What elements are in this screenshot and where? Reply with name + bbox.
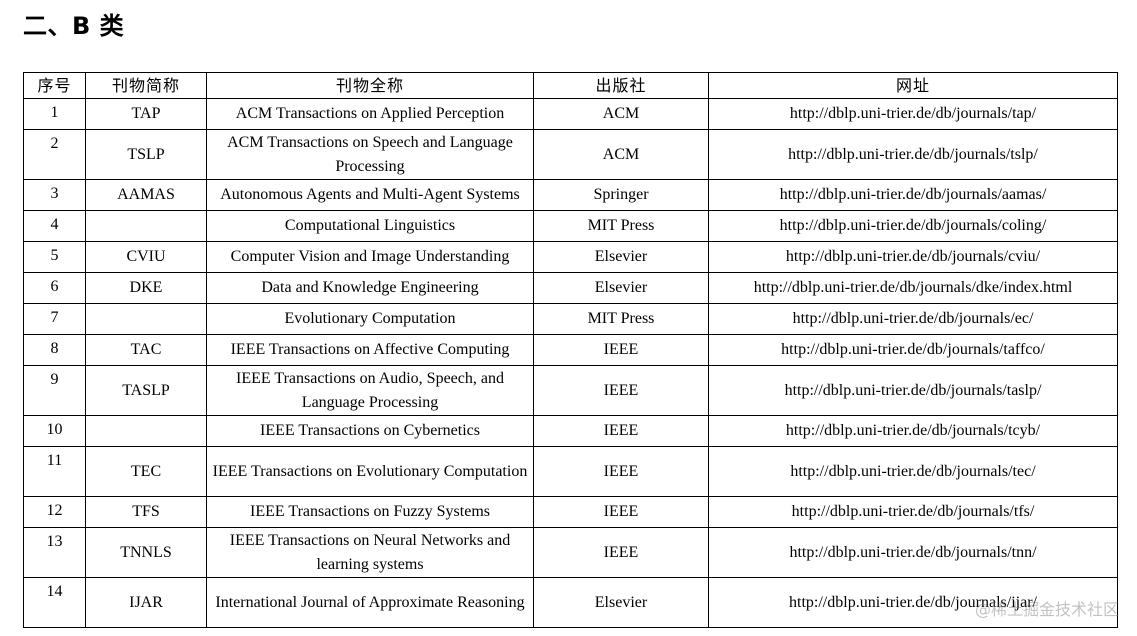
row-full-name: IEEE Transactions on Audio, Speech, and … xyxy=(206,365,534,416)
header-url: 网址 xyxy=(708,72,1118,99)
row-url: http://dblp.uni-trier.de/db/journals/cvi… xyxy=(708,241,1118,273)
row-url: http://dblp.uni-trier.de/db/journals/aam… xyxy=(708,179,1118,211)
journal-table: 序号 刊物简称 刊物全称 出版社 网址 1 TAP ACM Transactions… xyxy=(23,72,1118,628)
row-publisher: MIT Press xyxy=(533,303,709,335)
row-url: http://dblp.uni-trier.de/db/journals/ija… xyxy=(708,577,1118,628)
row-index: 12 xyxy=(23,496,86,528)
header-abbreviation: 刊物简称 xyxy=(85,72,207,99)
table-row: 9 TASLP IEEE Transactions on Audio, Speech… xyxy=(23,365,1118,416)
section-heading: 二、B 类 xyxy=(23,12,125,40)
header-publisher: 出版社 xyxy=(533,72,709,99)
row-index: 2 xyxy=(23,129,86,180)
row-url: http://dblp.uni-trier.de/db/journals/tfs… xyxy=(708,496,1118,528)
row-full-name: IEEE Transactions on Cybernetics xyxy=(206,415,534,447)
row-index: 5 xyxy=(23,241,86,273)
row-abbreviation xyxy=(85,210,207,242)
watermark: @稀土掘金技术社区 xyxy=(974,600,1119,619)
row-abbreviation xyxy=(85,303,207,335)
row-abbreviation: DKE xyxy=(85,272,207,304)
row-publisher: IEEE xyxy=(533,527,709,578)
row-full-name: ACM Transactions on Speech and Language … xyxy=(206,129,534,180)
row-abbreviation: AAMAS xyxy=(85,179,207,211)
row-url: http://dblp.uni-trier.de/db/journals/dke… xyxy=(708,272,1118,304)
row-url: http://dblp.uni-trier.de/db/journals/tec… xyxy=(708,446,1118,497)
row-index: 3 xyxy=(23,179,86,211)
row-full-name: Evolutionary Computation xyxy=(206,303,534,335)
table-row: 3 AAMAS Autonomous Agents and Multi-Agent … xyxy=(23,179,1118,211)
row-url: http://dblp.uni-trier.de/db/journals/tas… xyxy=(708,365,1118,416)
row-full-name: IEEE Transactions on Neural Networks and… xyxy=(206,527,534,578)
row-full-name: International Journal of Approximate Rea… xyxy=(206,577,534,628)
row-index: 11 xyxy=(23,446,86,497)
table-row: 14 IJAR International Journal of Approxima… xyxy=(23,577,1118,628)
table-row: 10 IEEE Transactions on Cybernetics IEEE ht… xyxy=(23,415,1118,447)
row-index: 1 xyxy=(23,98,86,130)
row-publisher: IEEE xyxy=(533,446,709,497)
row-index: 10 xyxy=(23,415,86,447)
row-index: 14 xyxy=(23,577,86,628)
row-publisher: Elsevier xyxy=(533,577,709,628)
table-row: 13 TNNLS IEEE Transactions on Neural Netwo… xyxy=(23,527,1118,578)
table-row: 6 DKE Data and Knowledge Engineering Elsevi… xyxy=(23,272,1118,304)
row-url: http://dblp.uni-trier.de/db/journals/tcy… xyxy=(708,415,1118,447)
row-url: http://dblp.uni-trier.de/db/journals/ec/ xyxy=(708,303,1118,335)
row-index: 13 xyxy=(23,527,86,578)
row-url: http://dblp.uni-trier.de/db/journals/col… xyxy=(708,210,1118,242)
header-full-name: 刊物全称 xyxy=(206,72,534,99)
row-publisher: ACM xyxy=(533,129,709,180)
row-index: 6 xyxy=(23,272,86,304)
row-publisher: IEEE xyxy=(533,496,709,528)
table-row: 2 TSLP ACM Transactions on Speech and Lang… xyxy=(23,129,1118,180)
row-url: http://dblp.uni-trier.de/db/journals/tsl… xyxy=(708,129,1118,180)
row-publisher: MIT Press xyxy=(533,210,709,242)
row-abbreviation: TAP xyxy=(85,98,207,130)
row-abbreviation: IJAR xyxy=(85,577,207,628)
table-row: 8 TAC IEEE Transactions on Affective Compu… xyxy=(23,334,1118,366)
row-publisher: IEEE xyxy=(533,365,709,416)
row-publisher: IEEE xyxy=(533,334,709,366)
row-publisher: Springer xyxy=(533,179,709,211)
row-full-name: IEEE Transactions on Evolutionary Comput… xyxy=(206,446,534,497)
row-index: 7 xyxy=(23,303,86,335)
row-url: http://dblp.uni-trier.de/db/journals/tap… xyxy=(708,98,1118,130)
table-row: 5 CVIU Computer Vision and Image Understan… xyxy=(23,241,1118,273)
row-url: http://dblp.uni-trier.de/db/journals/tnn… xyxy=(708,527,1118,578)
row-abbreviation: TSLP xyxy=(85,129,207,180)
row-abbreviation: TFS xyxy=(85,496,207,528)
row-full-name: IEEE Transactions on Affective Computing xyxy=(206,334,534,366)
row-full-name: IEEE Transactions on Fuzzy Systems xyxy=(206,496,534,528)
row-abbreviation: TNNLS xyxy=(85,527,207,578)
table-row: 7 Evolutionary Computation MIT Press http:/… xyxy=(23,303,1118,335)
table-row: 4 Computational Linguistics MIT Press http:… xyxy=(23,210,1118,242)
header-index: 序号 xyxy=(23,72,86,99)
row-full-name: Computer Vision and Image Understanding xyxy=(206,241,534,273)
row-full-name: Data and Knowledge Engineering xyxy=(206,272,534,304)
table-row: 11 TEC IEEE Transactions on Evolutionary C… xyxy=(23,446,1118,497)
row-index: 4 xyxy=(23,210,86,242)
row-publisher: Elsevier xyxy=(533,241,709,273)
row-index: 8 xyxy=(23,334,86,366)
row-abbreviation: CVIU xyxy=(85,241,207,273)
table-header-row: 序号 刊物简称 刊物全称 出版社 网址 xyxy=(23,72,1118,99)
row-url: http://dblp.uni-trier.de/db/journals/taf… xyxy=(708,334,1118,366)
row-abbreviation: TASLP xyxy=(85,365,207,416)
row-publisher: IEEE xyxy=(533,415,709,447)
row-full-name: Autonomous Agents and Multi-Agent System… xyxy=(206,179,534,211)
row-abbreviation xyxy=(85,415,207,447)
row-full-name: ACM Transactions on Applied Perception xyxy=(206,98,534,130)
row-publisher: Elsevier xyxy=(533,272,709,304)
row-full-name: Computational Linguistics xyxy=(206,210,534,242)
row-abbreviation: TEC xyxy=(85,446,207,497)
table-row: 1 TAP ACM Transactions on Applied Percepti… xyxy=(23,98,1118,130)
row-publisher: ACM xyxy=(533,98,709,130)
table-row: 12 TFS IEEE Transactions on Fuzzy Systems I… xyxy=(23,496,1118,528)
row-abbreviation: TAC xyxy=(85,334,207,366)
row-index: 9 xyxy=(23,365,86,416)
